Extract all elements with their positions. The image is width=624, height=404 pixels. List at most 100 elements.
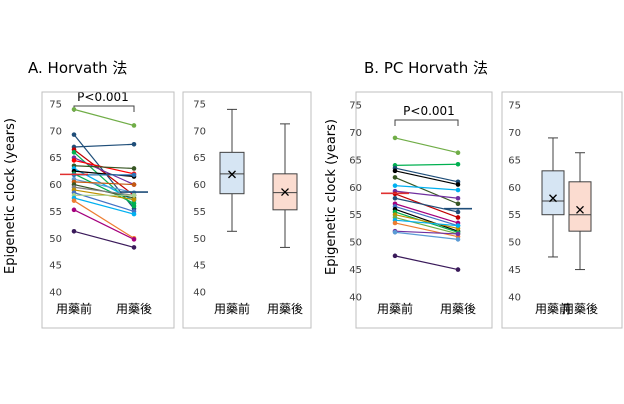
y-tick-label: 70 bbox=[193, 126, 206, 137]
data-point bbox=[392, 175, 398, 180]
series-line bbox=[394, 222, 459, 238]
y-tick-label: 75 bbox=[193, 100, 206, 111]
series-line bbox=[394, 214, 459, 230]
series-line bbox=[394, 176, 459, 205]
panel-title-a: A. Horvath 法 bbox=[28, 59, 127, 77]
series-line bbox=[394, 205, 459, 227]
data-point bbox=[71, 198, 77, 203]
significance-bracket bbox=[73, 105, 135, 112]
mean-marker bbox=[281, 188, 289, 197]
series-line bbox=[73, 178, 135, 194]
series-line bbox=[73, 181, 135, 186]
data-point bbox=[392, 229, 398, 235]
data-point bbox=[455, 231, 461, 237]
series-line bbox=[73, 197, 135, 215]
y-tick-label: 60 bbox=[49, 180, 62, 191]
box bbox=[541, 170, 565, 216]
series-line bbox=[73, 209, 135, 240]
data-point bbox=[455, 187, 461, 193]
y-tick-label: 70 bbox=[349, 128, 362, 139]
data-point bbox=[455, 195, 461, 201]
series-line bbox=[73, 230, 135, 248]
y-axis-label-b: Epigenetic clock (years) bbox=[324, 119, 339, 275]
data-point bbox=[455, 215, 461, 220]
series-line bbox=[73, 149, 135, 196]
y-tick-label: 65 bbox=[193, 153, 206, 164]
significance-bracket bbox=[394, 119, 459, 126]
x-tick-label: 用藥前 bbox=[535, 301, 571, 316]
data-point bbox=[455, 209, 461, 215]
data-point bbox=[455, 182, 461, 187]
data-point bbox=[392, 195, 398, 201]
data-point bbox=[71, 150, 77, 155]
data-point bbox=[131, 182, 137, 187]
y-tick-label: 70 bbox=[49, 126, 62, 137]
panel-frame-a-box bbox=[182, 91, 312, 329]
series-line bbox=[394, 208, 459, 232]
y-tick-label: 60 bbox=[349, 183, 362, 194]
series-line bbox=[394, 167, 459, 183]
y-tick-label: 40 bbox=[49, 288, 62, 299]
y-tick-label: 75 bbox=[508, 101, 521, 112]
mean-marker bbox=[228, 170, 236, 179]
series-line bbox=[394, 203, 459, 224]
x-tick-label: 用藥前 bbox=[56, 301, 92, 316]
x-tick-label: 用藥後 bbox=[562, 302, 598, 316]
x-tick-label: 用藥後 bbox=[440, 302, 476, 316]
y-tick-label: 55 bbox=[349, 210, 362, 221]
series-line bbox=[73, 143, 135, 148]
y-tick-label: 55 bbox=[49, 207, 62, 218]
y-tick-label: 50 bbox=[349, 238, 362, 249]
series-line bbox=[73, 200, 135, 239]
series-line bbox=[73, 108, 135, 127]
x-tick-label: 用藥前 bbox=[214, 301, 250, 316]
data-point bbox=[392, 220, 398, 226]
data-point bbox=[392, 253, 398, 259]
y-tick-label: 40 bbox=[349, 293, 362, 304]
y-tick-label: 60 bbox=[193, 180, 206, 191]
panel-frame-b-lines bbox=[355, 91, 493, 329]
series-line bbox=[73, 157, 135, 186]
p-value-a: P<0.001 bbox=[77, 90, 129, 104]
data-point bbox=[455, 201, 461, 207]
y-tick-label: 70 bbox=[508, 128, 521, 139]
y-tick-label: 50 bbox=[49, 234, 62, 245]
y-tick-label: 60 bbox=[508, 183, 521, 194]
data-point bbox=[392, 135, 398, 141]
y-tick-label: 75 bbox=[349, 101, 362, 112]
series-line bbox=[73, 151, 135, 207]
panel-frame-b-box bbox=[501, 91, 623, 329]
series-line bbox=[73, 186, 135, 196]
series-line bbox=[394, 231, 459, 240]
series-line bbox=[73, 170, 135, 178]
mean-marker bbox=[549, 194, 557, 203]
x-tick-label: 用藥後 bbox=[267, 302, 303, 316]
series-line bbox=[394, 255, 459, 271]
y-tick-label: 65 bbox=[508, 155, 521, 166]
panel-title-b: B. PC Horvath 法 bbox=[364, 59, 488, 77]
data-point bbox=[455, 161, 461, 167]
y-tick-label: 50 bbox=[508, 238, 521, 249]
data-point bbox=[71, 132, 77, 137]
series-line bbox=[394, 219, 459, 227]
y-tick-label: 65 bbox=[349, 155, 362, 166]
series-line bbox=[394, 230, 459, 235]
data-point bbox=[131, 237, 137, 242]
y-tick-label: 50 bbox=[193, 234, 206, 245]
data-point bbox=[392, 168, 398, 174]
data-point bbox=[131, 172, 137, 178]
panel-frame-a-lines bbox=[41, 91, 175, 329]
data-point bbox=[131, 141, 137, 147]
y-tick-label: 55 bbox=[508, 210, 521, 221]
mean-marker bbox=[576, 205, 584, 214]
series-line bbox=[394, 163, 459, 166]
data-point bbox=[131, 123, 137, 128]
data-point bbox=[455, 267, 461, 272]
series-line bbox=[394, 185, 459, 191]
data-point bbox=[455, 223, 461, 228]
box bbox=[219, 151, 245, 195]
series-line bbox=[73, 165, 135, 170]
